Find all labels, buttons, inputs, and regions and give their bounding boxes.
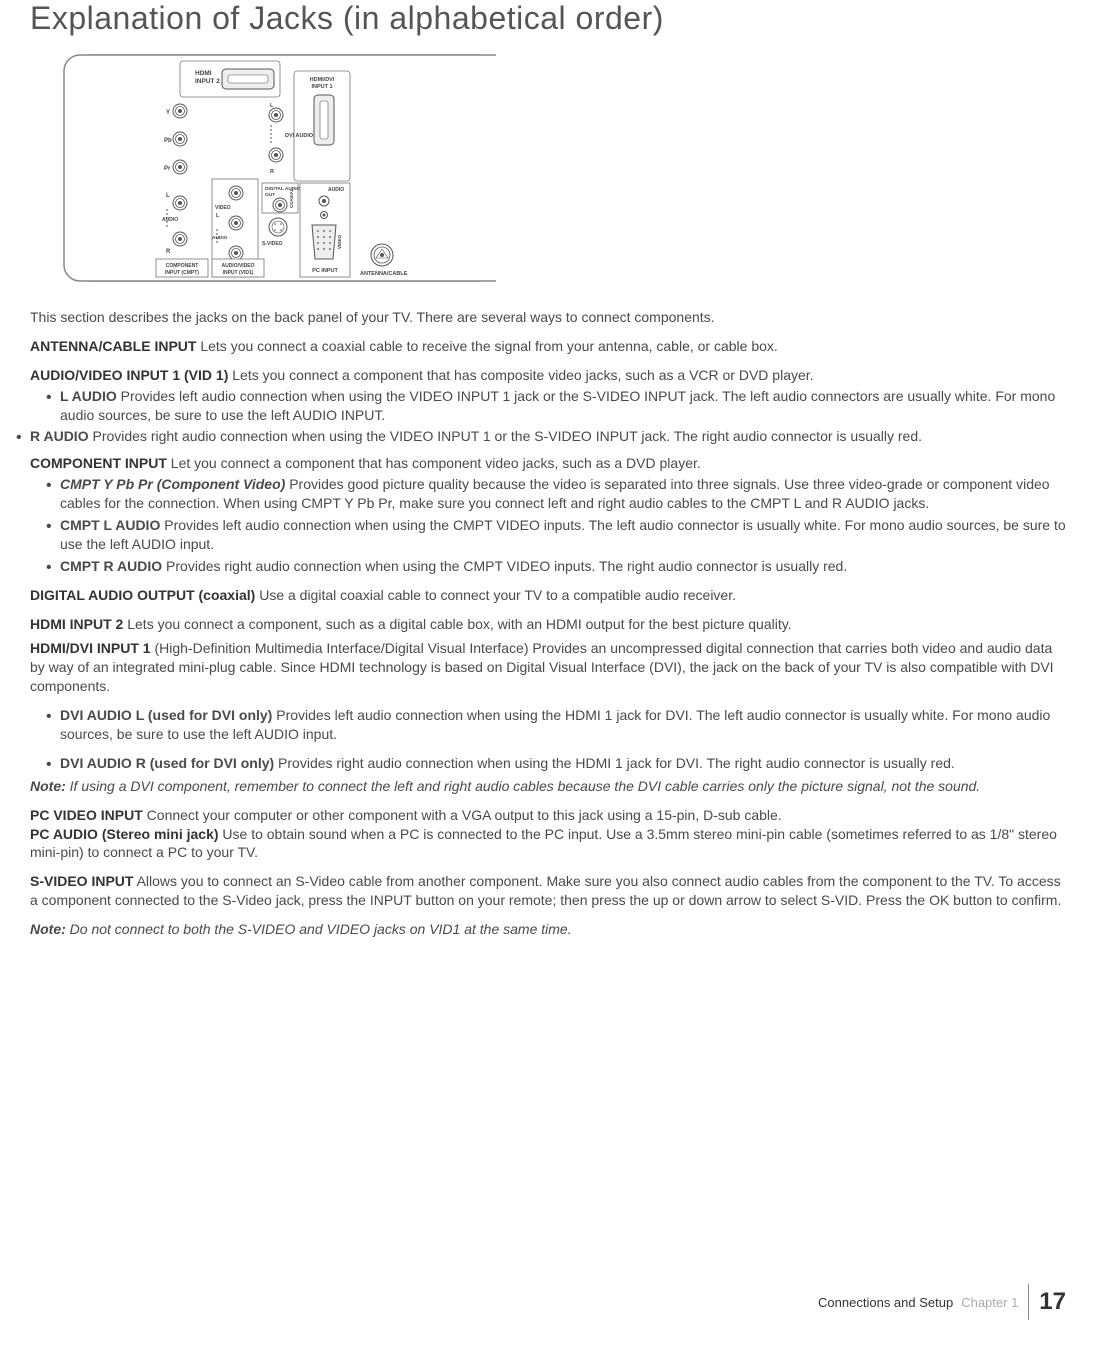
cmpt-l-label: CMPT L AUDIO xyxy=(60,517,160,533)
pcvideo-label: PC VIDEO INPUT xyxy=(30,807,143,823)
av1-r-item: R AUDIO Provides right audio connection … xyxy=(16,427,1066,446)
hdmi2-text: Lets you connect a component, such as a … xyxy=(123,616,791,632)
svg-text:COAXIAL: COAXIAL xyxy=(289,188,294,208)
dvi-list: DVI AUDIO L (used for DVI only) Provides… xyxy=(30,706,1066,773)
note-1: Note: If using a DVI component, remember… xyxy=(30,777,1066,796)
svg-text:AUDIO: AUDIO xyxy=(162,217,178,223)
av1-l-label: L AUDIO xyxy=(60,388,117,404)
svg-text:DVI AUDIO: DVI AUDIO xyxy=(285,133,314,139)
svg-text:R: R xyxy=(166,249,171,255)
page-footer: Connections and Setup Chapter 1 17 xyxy=(818,1284,1066,1320)
svg-text:HDMI: HDMI xyxy=(195,70,212,77)
av1-r-label: R AUDIO xyxy=(30,428,89,444)
dvi-r-text: Provides right audio connection when usi… xyxy=(274,755,955,771)
hdmidvi1-label: HDMI/DVI INPUT 1 xyxy=(30,640,151,656)
digaudio-text: Use a digital coaxial cable to connect y… xyxy=(255,587,736,603)
pcvideo-desc: PC VIDEO INPUT Connect your computer or … xyxy=(30,806,1066,825)
svg-text:R: R xyxy=(270,169,274,175)
page-number: 17 xyxy=(1039,1288,1066,1316)
note-2-text: Do not connect to both the S-VIDEO and V… xyxy=(66,921,572,937)
svg-text:VIDEO: VIDEO xyxy=(337,234,342,249)
dvi-r-label: DVI AUDIO R (used for DVI only) xyxy=(60,755,274,771)
pcaudio-label: PC AUDIO (Stereo mini jack) xyxy=(30,826,219,842)
page-title: Explanation of Jacks (in alphabetical or… xyxy=(30,0,1066,37)
svg-text:AUDIO: AUDIO xyxy=(328,187,344,193)
antenna-label: ANTENNA/CABLE INPUT xyxy=(30,338,196,354)
svg-text:VIDEO: VIDEO xyxy=(215,205,231,211)
cmpt-ypbpr-label: CMPT Y Pb Pr (Component Video) xyxy=(60,476,285,492)
digaudio-label: DIGITAL AUDIO OUTPUT (coaxial) xyxy=(30,587,255,603)
jack-diagram: HDMI INPUT 2 HDMI/DVI INPUT 1 L R DVI AU… xyxy=(60,49,1066,294)
svg-text:INPUT (VID1): INPUT (VID1) xyxy=(223,270,254,276)
footer-chapter: Chapter 1 xyxy=(961,1295,1018,1310)
svg-text:INPUT (CMPT): INPUT (CMPT) xyxy=(165,270,199,276)
dvi-r-item: DVI AUDIO R (used for DVI only) Provides… xyxy=(46,754,1066,773)
svg-text:Y: Y xyxy=(166,110,170,116)
svideo-desc: S-VIDEO INPUT Allows you to connect an S… xyxy=(30,872,1066,910)
svg-text:PC INPUT: PC INPUT xyxy=(312,268,338,274)
svg-text:COMPONENT: COMPONENT xyxy=(166,263,199,269)
av1-text: Lets you connect a component that has co… xyxy=(228,367,813,383)
cmpt-l-text: Provides left audio connection when usin… xyxy=(60,517,1066,552)
av1-desc: AUDIO/VIDEO INPUT 1 (VID 1) Lets you con… xyxy=(30,366,1066,385)
svideo-text: Allows you to connect an S-Video cable f… xyxy=(30,873,1061,908)
cmpt-r-text: Provides right audio connection when usi… xyxy=(162,558,847,574)
svg-text:L: L xyxy=(166,193,170,199)
footer-divider xyxy=(1028,1284,1029,1320)
component-list: CMPT Y Pb Pr (Component Video) Provides … xyxy=(30,475,1066,575)
svg-text:AUDIO/VIDEO: AUDIO/VIDEO xyxy=(221,263,254,269)
av1-l-text: Provides left audio connection when usin… xyxy=(60,388,1055,423)
component-desc: COMPONENT INPUT Let you connect a compon… xyxy=(30,454,1066,473)
svg-text:INPUT 1: INPUT 1 xyxy=(311,84,332,90)
pcaudio-desc: PC AUDIO (Stereo mini jack) Use to obtai… xyxy=(30,825,1066,863)
hdmidvi1-text: (High-Definition Multimedia Interface/Di… xyxy=(30,640,1054,694)
svg-text:INPUT 2: INPUT 2 xyxy=(195,78,220,85)
svg-text:HDMI/DVI: HDMI/DVI xyxy=(310,77,335,83)
note-2: Note: Do not connect to both the S-VIDEO… xyxy=(30,920,1066,939)
digaudio-desc: DIGITAL AUDIO OUTPUT (coaxial) Use a dig… xyxy=(30,586,1066,605)
svideo-label: S-VIDEO INPUT xyxy=(30,873,133,889)
component-label: COMPONENT INPUT xyxy=(30,455,167,471)
cmpt-l-item: CMPT L AUDIO Provides left audio connect… xyxy=(46,516,1066,554)
cmpt-ypbpr-item: CMPT Y Pb Pr (Component Video) Provides … xyxy=(46,475,1066,513)
antenna-desc: ANTENNA/CABLE INPUT Lets you connect a c… xyxy=(30,337,1066,356)
hdmi2-desc: HDMI INPUT 2 Lets you connect a componen… xyxy=(30,615,1066,634)
svg-text:DIGITAL AUDIO: DIGITAL AUDIO xyxy=(265,186,301,192)
dvi-l-label: DVI AUDIO L (used for DVI only) xyxy=(60,707,272,723)
av1-l-item: L AUDIO Provides left audio connection w… xyxy=(46,387,1066,425)
note-2-label: Note: xyxy=(30,921,66,937)
svg-text:OUT: OUT xyxy=(265,192,275,198)
av1-list: L AUDIO Provides left audio connection w… xyxy=(30,387,1066,447)
pcvideo-text: Connect your computer or other component… xyxy=(143,807,782,823)
hdmidvi1-desc: HDMI/DVI INPUT 1 (High-Definition Multim… xyxy=(30,639,1066,696)
cmpt-r-label: CMPT R AUDIO xyxy=(60,558,162,574)
svg-text:Pb: Pb xyxy=(164,138,172,144)
note-1-text: If using a DVI component, remember to co… xyxy=(66,778,980,794)
svg-text:AUDIO: AUDIO xyxy=(212,235,228,241)
av1-label: AUDIO/VIDEO INPUT 1 (VID 1) xyxy=(30,367,228,383)
av1-r-text: Provides right audio connection when usi… xyxy=(89,428,922,444)
svg-text:Pr: Pr xyxy=(164,166,171,172)
cmpt-r-item: CMPT R AUDIO Provides right audio connec… xyxy=(46,557,1066,576)
note-1-label: Note: xyxy=(30,778,66,794)
svg-text:ANTENNA/CABLE: ANTENNA/CABLE xyxy=(360,271,408,277)
footer-section: Connections and Setup xyxy=(818,1295,953,1310)
component-text: Let you connect a component that has com… xyxy=(167,455,701,471)
antenna-text: Lets you connect a coaxial cable to rece… xyxy=(196,338,777,354)
hdmi2-label: HDMI INPUT 2 xyxy=(30,616,123,632)
dvi-l-item: DVI AUDIO L (used for DVI only) Provides… xyxy=(46,706,1066,744)
svg-text:S-VIDEO: S-VIDEO xyxy=(262,241,283,247)
intro-text: This section describes the jacks on the … xyxy=(30,308,1066,327)
